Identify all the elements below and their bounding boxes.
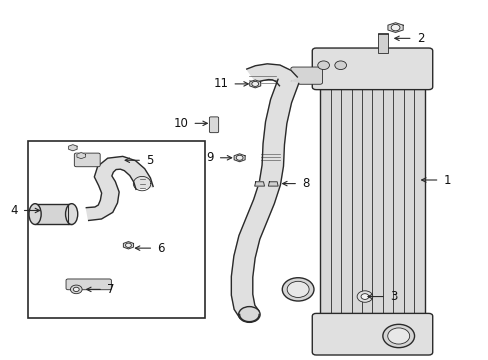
Bar — [377, 33, 387, 53]
FancyBboxPatch shape — [209, 117, 218, 133]
FancyBboxPatch shape — [74, 153, 100, 167]
Bar — [35, 204, 72, 225]
Text: 11: 11 — [213, 77, 228, 90]
Polygon shape — [268, 182, 278, 186]
Circle shape — [251, 81, 258, 86]
Polygon shape — [123, 242, 133, 249]
Polygon shape — [86, 156, 153, 220]
Ellipse shape — [29, 204, 41, 225]
Circle shape — [390, 24, 399, 31]
Circle shape — [236, 155, 243, 160]
Bar — [27, 140, 205, 318]
Polygon shape — [249, 80, 260, 88]
FancyBboxPatch shape — [290, 67, 322, 84]
Polygon shape — [77, 153, 85, 159]
Circle shape — [73, 287, 79, 292]
Text: 9: 9 — [206, 151, 213, 164]
Text: 8: 8 — [302, 177, 309, 190]
Text: 10: 10 — [173, 117, 188, 130]
Ellipse shape — [282, 278, 313, 301]
Text: 3: 3 — [389, 290, 396, 303]
Polygon shape — [254, 182, 264, 186]
Polygon shape — [246, 64, 297, 86]
Circle shape — [356, 291, 372, 302]
Text: 1: 1 — [443, 174, 450, 186]
Text: 4: 4 — [10, 204, 18, 217]
Circle shape — [125, 243, 131, 247]
Text: 2: 2 — [416, 32, 423, 45]
Circle shape — [334, 61, 346, 69]
Ellipse shape — [65, 204, 78, 225]
Polygon shape — [234, 154, 244, 162]
Text: 7: 7 — [107, 283, 114, 296]
Circle shape — [360, 294, 368, 300]
Polygon shape — [68, 145, 77, 151]
Bar — [320, 87, 424, 316]
Ellipse shape — [387, 328, 409, 344]
Polygon shape — [387, 23, 402, 32]
FancyBboxPatch shape — [312, 48, 432, 90]
Polygon shape — [231, 79, 298, 318]
FancyBboxPatch shape — [66, 279, 111, 290]
Circle shape — [238, 307, 260, 322]
FancyBboxPatch shape — [312, 314, 432, 355]
Text: 6: 6 — [157, 242, 164, 255]
Circle shape — [70, 285, 82, 294]
Ellipse shape — [286, 281, 308, 297]
Text: 5: 5 — [146, 154, 153, 167]
Ellipse shape — [382, 324, 414, 348]
Circle shape — [317, 61, 329, 69]
